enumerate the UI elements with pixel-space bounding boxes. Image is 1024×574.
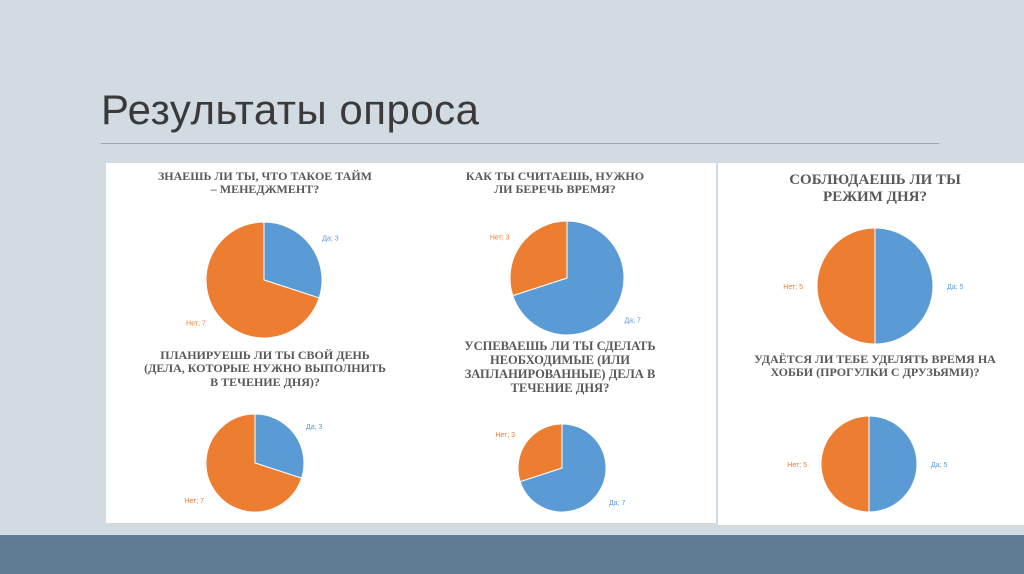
- pie-chart-svg: Да; 3 Нет; 7: [184, 413, 323, 513]
- chart-title: Удаётся ли тебе уделять время на хобби (…: [754, 352, 996, 380]
- pie-slice-yes: [512, 220, 625, 336]
- pie-chart-svg: Да; 7 Нет; 3: [490, 220, 641, 336]
- slice-data-label: Нет; 7: [186, 320, 206, 327]
- pie-slice-no: [205, 413, 303, 513]
- slice-data-label: Да; 3: [306, 424, 323, 431]
- chart-title: Планируешь ли ты свой день (дела, которы…: [144, 348, 386, 389]
- slide-title: Результаты опроса: [101, 86, 480, 133]
- pie-slice-yes: [874, 227, 934, 345]
- pie-chart-svg: Да; 7 Нет; 3: [495, 423, 626, 513]
- slice-data-label: Да; 7: [624, 318, 641, 325]
- pie-slice-yes: [263, 221, 323, 299]
- slice-data-label: Нет; 5: [787, 462, 807, 469]
- pie-slice-no: [517, 423, 563, 483]
- chart-time-management: Знаешь ли ты, что такое тайм – менеджмен…: [140, 168, 390, 340]
- chart-title: Как ты считаешь, нужно ли беречь время?: [465, 169, 645, 197]
- pie-slice-no: [816, 227, 876, 345]
- chart-get-done: Успеваешь ли ты сделать необходимые (или…: [430, 337, 690, 517]
- chart-panel-right-edge: [1020, 352, 1024, 525]
- pie-chart-svg: Да; 5 Нет; 5: [783, 227, 964, 345]
- slice-data-label: Нет; 7: [184, 498, 204, 505]
- slice-data-label: Да; 3: [322, 236, 339, 243]
- pie-chart-svg: Да; 5 Нет; 5: [787, 415, 948, 513]
- title-divider: [101, 143, 939, 144]
- slice-data-label: Нет; 3: [495, 432, 515, 439]
- slice-data-label: Да; 5: [947, 284, 964, 291]
- chart-save-time: Как ты считаешь, нужно ли беречь время? …: [430, 168, 680, 340]
- pie-slice-no: [205, 221, 320, 339]
- pie-slice-yes: [519, 423, 607, 513]
- slice-data-label: Да; 5: [931, 462, 948, 469]
- pie-slice-yes: [868, 415, 918, 513]
- chart-plan-day: Планируешь ли ты свой день (дела, которы…: [130, 348, 400, 519]
- pie-chart-svg: Да; 3 Нет; 7: [186, 221, 339, 339]
- slice-data-label: Да; 7: [609, 500, 626, 507]
- pie-slice-no: [509, 220, 568, 297]
- pie-slice-yes: [254, 413, 305, 479]
- slice-data-label: Нет; 3: [490, 234, 510, 241]
- chart-daily-routine: Соблюдаешь ли ты режим дня? Да; 5 Нет; 5: [735, 168, 1015, 348]
- chart-title: Успеваешь ли ты сделать необходимые (или…: [464, 339, 656, 395]
- chart-title: Соблюдаешь ли ты режим дня?: [789, 172, 961, 205]
- chart-title: Знаешь ли ты, что такое тайм – менеджмен…: [157, 169, 373, 197]
- slice-data-label: Нет; 5: [783, 284, 803, 291]
- footer-bar: [0, 535, 1024, 574]
- chart-hobby-time: Удаётся ли тебе уделять время на хобби (…: [735, 352, 1015, 523]
- pie-slice-no: [820, 415, 870, 513]
